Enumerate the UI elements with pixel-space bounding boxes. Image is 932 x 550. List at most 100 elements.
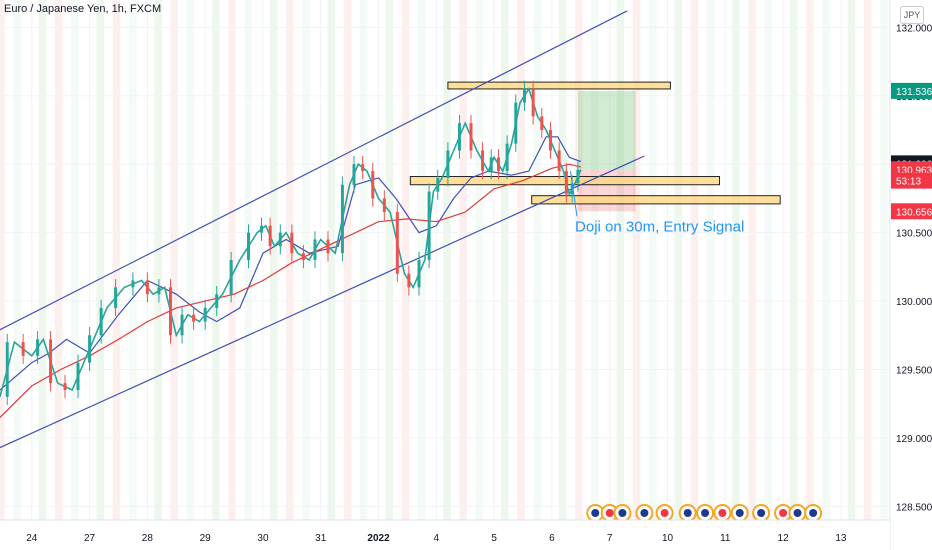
price-label-bg (891, 172, 932, 189)
event-flag-icon (735, 509, 744, 517)
candle-body (570, 183, 574, 195)
session-band (0, 0, 5, 520)
session-band (880, 0, 888, 520)
candle-body (21, 342, 25, 356)
candle-body (36, 339, 40, 356)
candle-body (395, 212, 399, 274)
session-band (343, 0, 352, 520)
event-flag-icon (809, 509, 818, 517)
event-flag-icon (605, 509, 614, 517)
y-tick-label: 130.500 (896, 229, 932, 240)
event-flag-icon (779, 509, 788, 517)
series-ma_fast (0, 136, 582, 391)
x-tick-label: 31 (315, 533, 327, 544)
candle-body (131, 280, 135, 288)
candle-body (481, 150, 485, 172)
session-band (71, 0, 79, 520)
price-label-bg (891, 203, 932, 220)
y-tick-label: 130.000 (896, 297, 932, 308)
session-band (401, 0, 410, 520)
candle-body (564, 171, 568, 195)
candle-body (505, 143, 509, 172)
session-band (649, 0, 657, 520)
session-band (822, 0, 830, 520)
price-label: 53:13 (896, 177, 921, 188)
session-band (591, 0, 599, 520)
candle-body (446, 150, 450, 178)
candle-body (301, 253, 305, 260)
event-flag-icon (683, 509, 692, 517)
annotation[interactable]: Doji on 30m, Entry Signal (569, 170, 744, 235)
session-band (360, 0, 368, 520)
session-band (385, 0, 393, 520)
channel-lower-line (0, 155, 645, 449)
long-position-tool[interactable] (577, 90, 636, 212)
x-tick-label: 11 (720, 533, 731, 544)
candle-body (278, 232, 282, 247)
session-band (732, 0, 740, 520)
session-band (13, 0, 21, 520)
currency-badge[interactable]: JPY (900, 6, 924, 24)
series-ma_slow (0, 163, 581, 418)
price-label: 130.963 (896, 165, 932, 176)
candle-body (436, 177, 440, 192)
zone-rect (447, 81, 671, 90)
candle-body (371, 171, 375, 199)
zone-rect (531, 195, 781, 205)
price-channel[interactable] (0, 10, 645, 449)
candle-body (313, 239, 317, 260)
event-flag-icon (640, 509, 649, 517)
session-band (706, 0, 715, 520)
candle-body (180, 314, 184, 336)
candle-body (457, 123, 461, 151)
price-label-bg (891, 82, 932, 99)
candle-body (340, 184, 344, 254)
x-tick-label: 2022 (367, 533, 390, 544)
candle-body (168, 287, 172, 336)
session-band (54, 0, 63, 520)
candle-body (247, 232, 251, 260)
time-axis[interactable]: 24 27 28 29 30 31 2022 4 5 6 7 10 11 12 13 (0, 519, 890, 550)
session-band (96, 0, 105, 520)
x-tick-label: 27 (84, 533, 96, 544)
candle-body (489, 157, 493, 172)
candle-body (290, 232, 294, 254)
x-tick-label: 10 (662, 533, 674, 544)
candle-body (145, 280, 149, 295)
session-band (38, 0, 47, 520)
candle-body (469, 123, 473, 151)
session-band (806, 0, 814, 520)
candle-body (88, 335, 92, 363)
candle-body (352, 164, 356, 185)
session-band (690, 0, 699, 520)
session-band (764, 0, 773, 520)
chart-series (0, 80, 582, 418)
session-band (128, 0, 137, 520)
session-band (186, 0, 195, 520)
session-band (616, 0, 625, 520)
candle-body (531, 88, 535, 117)
economic-events-row[interactable] (586, 504, 823, 522)
annotation-pointer (569, 170, 578, 217)
candle-body (326, 239, 330, 254)
profit-zone (577, 90, 636, 170)
price-axis[interactable]: 128.500129.000129.500130.000130.500131.0… (889, 0, 932, 550)
chart-title: Euro / Japanese Yen, 1h, FXCM (4, 3, 162, 15)
session-band (674, 0, 682, 520)
candle-body (215, 294, 219, 308)
session-band (443, 0, 451, 520)
x-tick-label: 28 (142, 533, 154, 544)
candle-body (427, 191, 431, 260)
candle-body (260, 225, 264, 233)
y-tick-label: 129.500 (896, 365, 932, 376)
session-band (790, 0, 798, 520)
price-axis-bg (890, 0, 932, 550)
session-band (533, 0, 541, 520)
candle-body (540, 116, 544, 130)
candle-body (49, 339, 53, 384)
event-flag-icon (701, 509, 710, 517)
channel-upper-line (0, 10, 628, 331)
session-band (170, 0, 178, 520)
session-band (558, 0, 567, 520)
